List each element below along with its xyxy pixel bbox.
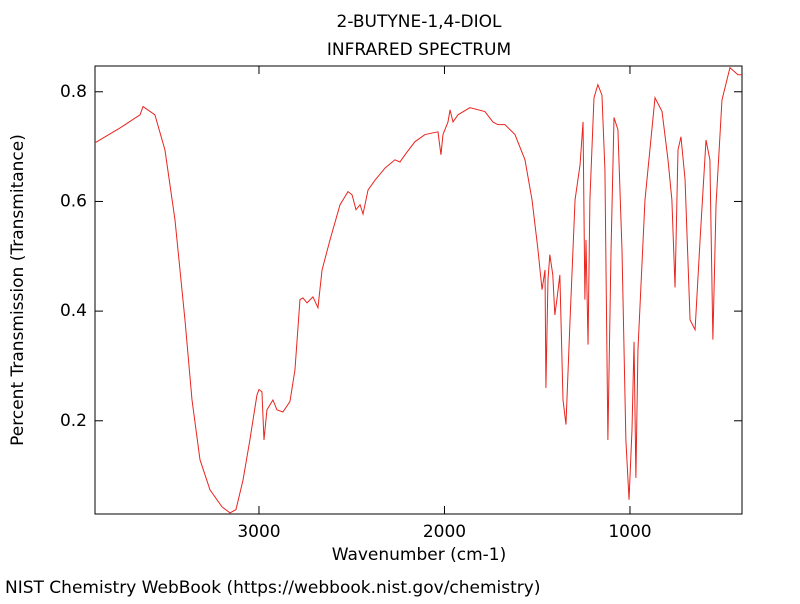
footer: NIST Chemistry WebBook (https://webbook.…	[5, 578, 540, 598]
plot-frame	[94, 65, 743, 515]
y-tick-label: 0.2	[60, 411, 87, 431]
x-tick-label: 2000	[423, 522, 466, 542]
y-axis-label: Percent Transmission (Transmitance)	[8, 134, 28, 446]
x-axis-label: Wavenumber (cm-1)	[332, 545, 507, 565]
chart-subtitle: INFRARED SPECTRUM	[327, 40, 511, 60]
x-tick-label: 1000	[608, 522, 651, 542]
spectrum-line	[94, 66, 742, 514]
x-tick-label: 3000	[237, 522, 280, 542]
y-tick-label: 0.4	[60, 301, 87, 321]
chart-title: 2-BUTYNE-1,4-DIOL	[337, 12, 502, 32]
y-tick-label: 0.6	[60, 191, 87, 211]
y-tick-label: 0.8	[60, 82, 87, 102]
